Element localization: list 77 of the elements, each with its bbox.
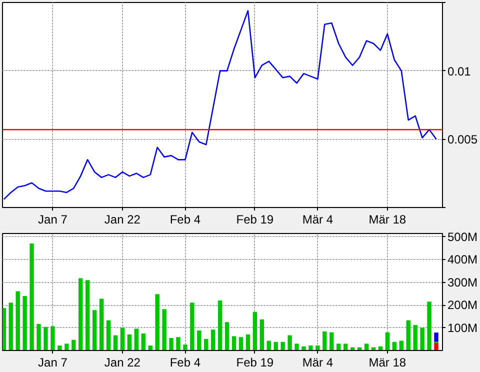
bar [399,340,404,350]
x-tick-label: Jan 22 [104,212,141,226]
bar [169,338,174,350]
bar [85,280,90,350]
bar [16,291,20,350]
x-tick-label: Mär 18 [368,212,406,226]
bar [218,300,222,350]
bar [232,336,236,350]
bar [294,344,299,350]
bar [92,310,97,350]
y-tick-label: 200M [448,298,478,312]
x-tick-label: Feb 19 [236,212,274,226]
bar [343,344,348,350]
bar [183,344,188,350]
x-tick-label: Feb 4 [170,212,201,226]
y-tick-label: 0.005 [448,132,478,147]
bar [266,340,271,350]
x-tick-label: Jan 22 [104,356,141,370]
bar [308,346,313,350]
bar [210,330,216,350]
x-tick-label: Feb 4 [170,356,201,370]
bar [434,332,438,342]
bar [385,332,390,350]
x-tick-label: Mär 4 [302,212,334,226]
bar [50,326,55,350]
bar [127,334,132,350]
bar [190,302,194,350]
bar [30,243,34,350]
y-tick-label: 0.01 [448,64,472,78]
bar [252,312,258,350]
line-series [3,10,437,200]
bar [141,333,146,350]
bar [99,298,104,350]
bar [336,344,341,350]
bar [224,322,230,350]
bar [113,335,118,350]
bar [8,302,13,350]
bar [420,328,424,350]
bar [197,330,202,350]
bar [316,346,320,350]
bar [434,342,438,350]
bar [120,328,125,350]
bar [238,337,244,350]
bar [162,309,166,350]
bar [22,296,27,350]
bar [302,346,306,350]
bar [260,319,264,350]
bar [204,338,208,350]
y-tick-label: 500M [448,230,478,244]
bar [427,302,432,350]
bar [364,344,369,350]
bar [134,328,138,350]
x-tick-label: Mär 4 [302,356,334,370]
bar [78,278,83,350]
x-tick-label: Jan 7 [38,212,68,226]
y-tick-label: 100M [448,320,478,335]
bar [280,342,285,350]
bar [64,344,69,350]
bar [155,294,160,350]
bar [330,332,334,350]
bar [322,331,327,350]
bar [246,334,250,350]
x-tick-label: Jan 7 [38,356,68,370]
bar [406,320,410,350]
x-tick-label: Feb 19 [236,356,274,370]
bar [413,325,418,350]
bar [288,335,292,350]
bar [2,308,6,350]
bar [148,346,152,350]
bar [176,337,180,350]
bar [44,326,48,350]
bar [36,324,41,350]
x-tick-label: Mär 18 [368,356,406,370]
bar [58,346,62,350]
y-tick-label: 400M [448,252,478,267]
bar [106,320,111,350]
y-tick-label: 300M [448,275,478,290]
